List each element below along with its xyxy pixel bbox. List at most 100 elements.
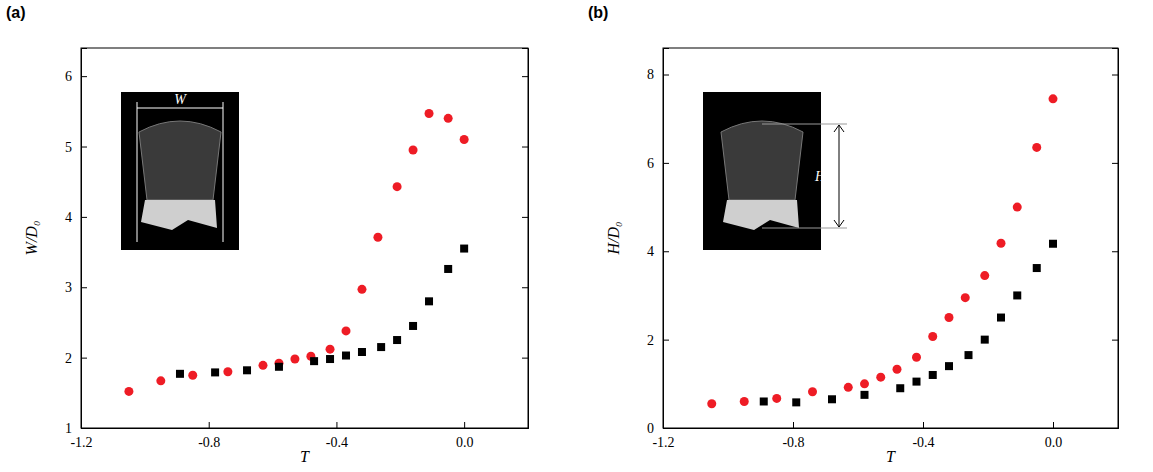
square-point	[393, 336, 401, 344]
square-point	[275, 363, 283, 371]
y-tick-right	[1112, 428, 1118, 429]
y-tick-mark	[663, 75, 669, 76]
circle-point	[844, 383, 853, 392]
y-tick-label: 4	[647, 244, 654, 259]
circle-point	[326, 345, 335, 354]
square-point	[425, 297, 433, 305]
square-point	[828, 395, 836, 403]
y-tick-mark	[663, 340, 669, 341]
y-tick-mark	[663, 428, 669, 429]
inset: H	[703, 92, 847, 250]
x-tick: -0.4	[326, 422, 348, 450]
x-tick-label: -0.4	[326, 435, 348, 450]
y-tick-right	[1112, 251, 1118, 252]
circle-point	[444, 114, 453, 123]
dimension-line	[137, 108, 223, 109]
inset-label: H	[814, 169, 826, 184]
x-tick-mark	[209, 422, 210, 428]
marks	[124, 109, 468, 396]
y-tick-label: 2	[647, 333, 654, 348]
circle-point	[290, 355, 299, 364]
circle-point	[357, 285, 366, 294]
x-axis-title: T	[300, 448, 310, 465]
y-tick-mark	[663, 251, 669, 252]
y-tick-mark	[81, 428, 87, 429]
square-point	[760, 397, 768, 405]
panel: -1.2-0.8-0.40.002468TH/D₀(b)H	[588, 4, 1119, 465]
y-tick-mark	[81, 76, 87, 77]
square-point	[945, 362, 953, 370]
y-axis-title: H/D₀	[605, 221, 622, 255]
circle-point	[1013, 203, 1022, 212]
square-point	[176, 370, 184, 378]
square-point	[409, 322, 417, 330]
inset-background	[121, 92, 239, 250]
y-tick-label: 3	[65, 280, 72, 295]
series	[760, 240, 1057, 407]
circle-point	[980, 271, 989, 280]
y-tick-mark	[81, 147, 87, 148]
square-point	[861, 391, 869, 399]
square-point	[326, 355, 334, 363]
square-point	[310, 357, 318, 365]
square-point	[929, 371, 937, 379]
y-axis-line	[664, 49, 670, 429]
circle-point	[860, 379, 869, 388]
x-axis-line	[664, 422, 1119, 429]
inset-base	[723, 200, 799, 230]
x-tick-label: 0.0	[456, 435, 474, 450]
y-tick: 4	[647, 244, 669, 259]
y-tick-mark-right	[522, 287, 528, 288]
circle-point	[188, 371, 197, 380]
square-point	[342, 352, 350, 360]
panel-letter: (b)	[588, 4, 608, 21]
inset-background	[703, 92, 821, 250]
circle-point	[808, 387, 817, 396]
x-tick-label: -1.2	[652, 435, 674, 450]
y-axis-title: W/D₀	[23, 221, 40, 256]
circle-point	[876, 373, 885, 382]
circle-point	[393, 182, 402, 191]
y-tick-right	[1112, 75, 1118, 76]
y-tick-mark	[81, 287, 87, 288]
square-point	[1049, 240, 1057, 248]
plot-frame	[81, 48, 528, 428]
y-tick-label: 1	[65, 421, 72, 436]
circle-point	[373, 233, 382, 242]
square-point	[1013, 291, 1021, 299]
y-tick-mark-right	[1112, 75, 1118, 76]
x-tick-label: -0.4	[912, 435, 934, 450]
y-tick-label: 4	[65, 210, 72, 225]
circle-point	[223, 367, 232, 376]
inset: W	[121, 92, 239, 250]
circle-point	[1032, 143, 1041, 152]
x-tick: -0.8	[782, 422, 804, 450]
y-tick-mark	[81, 358, 87, 359]
y-tick-label: 6	[65, 69, 72, 84]
x-tick-label: 0.0	[1045, 435, 1063, 450]
y-tick-mark-right	[522, 358, 528, 359]
y-axis-right	[1112, 49, 1119, 429]
y-tick: 2	[65, 351, 87, 366]
series	[124, 109, 468, 396]
circle-point	[772, 394, 781, 403]
y-tick-label: 2	[65, 351, 72, 366]
x-tick: 0.0	[456, 422, 474, 450]
y-tick-mark-right	[1112, 163, 1118, 164]
y-tick-mark-right	[1112, 251, 1118, 252]
y-tick-right	[1112, 163, 1118, 164]
square-point	[377, 343, 385, 351]
x-tick: -0.8	[198, 422, 220, 450]
y-tick-mark	[663, 163, 669, 164]
y-axis-right-line	[1112, 49, 1119, 429]
y-tick: 4	[65, 210, 87, 225]
square-point	[444, 265, 452, 273]
circle-point	[740, 397, 749, 406]
dimension-guide	[137, 102, 138, 242]
circle-point	[342, 326, 351, 335]
square-point	[896, 384, 904, 392]
square-point	[358, 348, 366, 356]
y-tick-right	[522, 428, 528, 429]
y-tick: 3	[65, 280, 87, 295]
y-tick-right	[522, 147, 528, 148]
